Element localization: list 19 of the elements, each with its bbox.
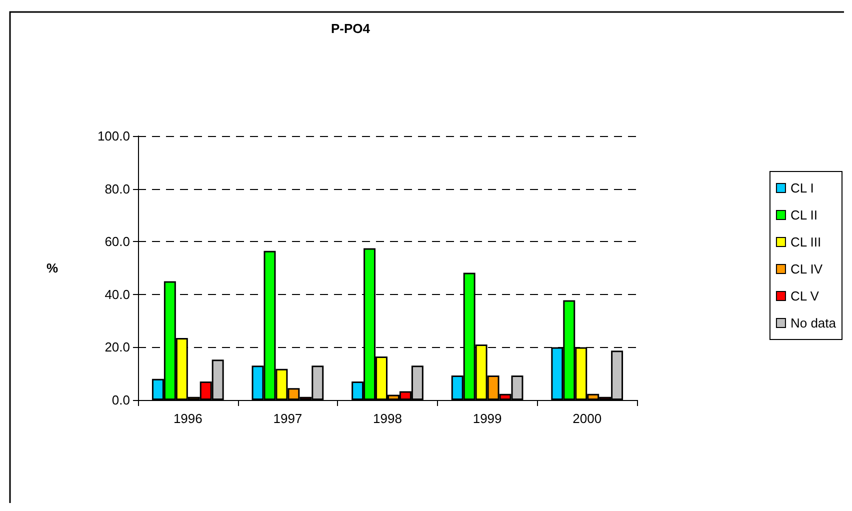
y-tick-label: 20.0 <box>104 340 130 355</box>
y-tick-label: 100.0 <box>97 128 130 144</box>
x-tick-label: 1997 <box>273 411 302 426</box>
y-tick-label: 40.0 <box>104 286 130 302</box>
y-axis-title: % <box>46 260 58 276</box>
x-tick-label: 1996 <box>173 411 202 426</box>
x-tick-label: 2000 <box>572 411 602 426</box>
y-tick-label: 0.0 <box>112 392 130 408</box>
y-tick-label: 80.0 <box>104 181 130 196</box>
legend-label: CL I <box>790 180 814 196</box>
legend-label: CL II <box>790 208 818 222</box>
legend-label: No data <box>790 316 837 330</box>
legend-label: CL V <box>790 288 820 304</box>
y-tick-label: 60.0 <box>104 234 130 250</box>
x-tick-label: 1998 <box>373 411 402 426</box>
x-tick-label: 1999 <box>472 411 502 426</box>
legend-label: CL III <box>790 234 822 250</box>
legend-label: CL IV <box>790 262 823 276</box>
chart-title: P-PO4 <box>331 21 371 36</box>
